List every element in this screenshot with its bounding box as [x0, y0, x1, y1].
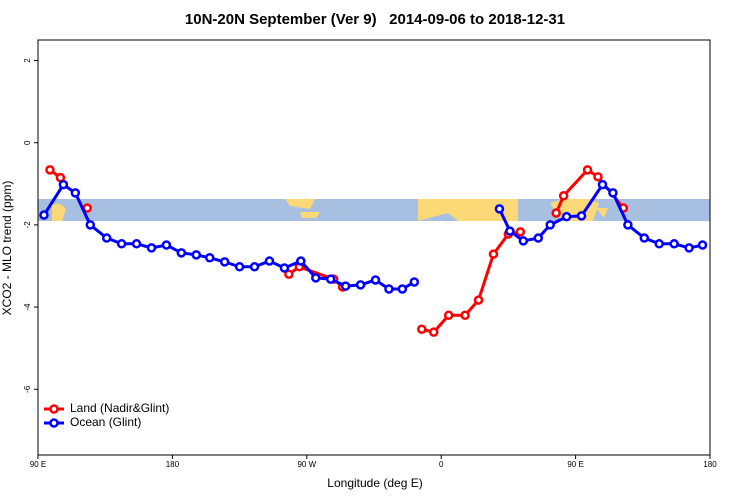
point	[684, 243, 694, 253]
point	[515, 227, 526, 237]
y-tick-label: -4	[23, 303, 32, 311]
point	[558, 190, 569, 201]
legend-label: Land (Nadir&Glint)	[70, 401, 169, 415]
point	[85, 220, 96, 230]
point	[116, 239, 127, 249]
point	[669, 239, 679, 249]
x-tick-label: 90 E	[567, 460, 583, 469]
legend-marker	[49, 404, 59, 414]
point	[623, 220, 633, 230]
point	[264, 256, 275, 266]
point	[494, 204, 505, 214]
y-tick-label: -2	[23, 221, 32, 229]
point	[397, 284, 408, 294]
point	[409, 277, 420, 287]
point	[417, 324, 427, 335]
point	[443, 310, 454, 321]
map-strip	[38, 199, 710, 221]
series-line	[49, 167, 625, 334]
point	[191, 250, 202, 260]
x-axis-label: Longitude (deg E)	[327, 476, 422, 490]
point	[582, 165, 593, 175]
point	[545, 220, 555, 230]
chart-title: 10N-20N September (Ver 9) 2014-09-06 to …	[185, 11, 565, 28]
point	[561, 211, 572, 222]
point	[340, 281, 351, 291]
point	[279, 263, 290, 273]
point	[384, 284, 394, 294]
point	[654, 239, 664, 249]
y-tick-label: -6	[23, 385, 32, 393]
point	[355, 280, 366, 290]
point	[460, 310, 470, 321]
point	[533, 233, 544, 243]
point	[597, 179, 608, 190]
point	[101, 233, 112, 243]
point	[296, 256, 306, 266]
x-tick-label: 180	[703, 460, 717, 469]
legend-marker	[49, 418, 59, 428]
point	[45, 165, 55, 175]
y-axis-label: XCO2 - MLO trend (ppm)	[0, 181, 14, 316]
point	[608, 188, 618, 198]
point	[234, 262, 245, 272]
x-tick-label: 0	[439, 460, 444, 469]
legend-label: Ocean (Glint)	[70, 415, 141, 429]
point	[505, 226, 515, 236]
point	[176, 248, 187, 258]
y-tick-label: 0	[23, 140, 32, 145]
y-tick-label: 2	[23, 58, 32, 63]
point	[428, 327, 439, 337]
point	[576, 211, 587, 221]
point	[518, 236, 529, 246]
point	[639, 233, 650, 243]
x-tick-label: 180	[166, 460, 180, 469]
point	[370, 275, 381, 285]
point	[473, 295, 484, 305]
point	[219, 257, 230, 267]
x-tick-label: 90 W	[297, 460, 316, 469]
point	[311, 273, 321, 283]
point	[161, 240, 172, 250]
point	[551, 208, 561, 218]
point	[131, 239, 142, 249]
point	[284, 269, 294, 279]
point	[697, 240, 708, 250]
point	[70, 188, 81, 198]
x-tick-label: 90 E	[30, 460, 46, 469]
point	[249, 262, 260, 272]
point	[204, 253, 215, 263]
point	[58, 179, 69, 190]
point	[39, 210, 49, 220]
plot-frame	[37, 39, 711, 456]
point	[146, 243, 157, 253]
point	[593, 172, 603, 182]
point	[488, 249, 499, 259]
point	[325, 274, 336, 284]
